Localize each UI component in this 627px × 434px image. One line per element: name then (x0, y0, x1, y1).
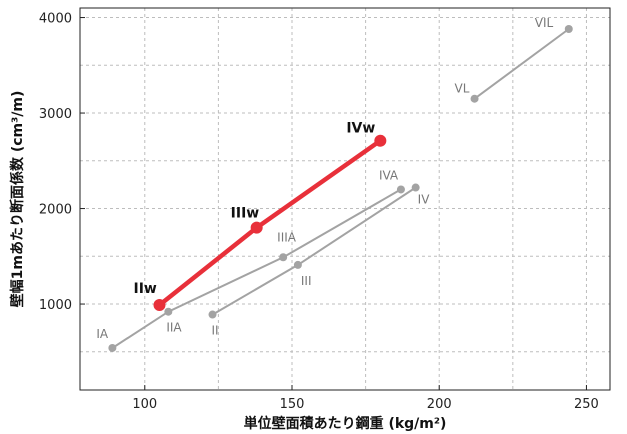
series (108, 25, 573, 352)
y-tick-label: 1000 (39, 298, 72, 313)
x-tick-label: 100 (132, 397, 157, 412)
x-tick-label: 150 (280, 397, 305, 412)
series-line (473, 28, 570, 100)
y-tick-label: 3000 (39, 107, 72, 122)
series-2 (470, 25, 573, 103)
point-label: IIA (166, 321, 182, 335)
point-label: IV (418, 193, 431, 207)
point-label: III (301, 274, 312, 288)
data-point (470, 94, 479, 103)
y-tick-label: 4000 (39, 12, 72, 27)
data-point (564, 25, 573, 34)
point-label: VIL (535, 16, 554, 30)
x-axis-title: 単位壁面積あたり鋼重 (kg/m²) (244, 415, 447, 432)
y-axis-title: 壁幅1mあたり断面係数 (cm³/m) (9, 91, 26, 308)
point-label: IIIw (231, 206, 260, 222)
data-point (411, 183, 420, 192)
data-point (250, 221, 263, 234)
x-tick-label: 200 (427, 397, 452, 412)
y-tick-label: 2000 (39, 203, 72, 218)
point-label: IIw (134, 281, 157, 297)
data-point (396, 185, 405, 194)
plot-frame (79, 7, 611, 391)
point-label: IVA (379, 168, 399, 182)
series-line (111, 188, 402, 349)
point-label: IIIA (277, 230, 297, 244)
series-0 (108, 185, 405, 352)
point-label: II (212, 324, 219, 338)
data-point (279, 253, 288, 262)
series-3 (153, 134, 387, 312)
data-point (208, 310, 217, 319)
data-point (164, 307, 173, 316)
point-label: IA (96, 327, 109, 341)
x-tick-label: 250 (574, 397, 599, 412)
data-point (374, 134, 387, 147)
axis-ticks: 100 150 200 250 1000 2000 3000 4000 (39, 12, 599, 412)
data-point (108, 343, 117, 352)
grid (80, 8, 610, 390)
data-point (153, 299, 166, 312)
data-point (293, 260, 302, 269)
point-label: IVw (346, 121, 375, 137)
series-1 (208, 183, 420, 319)
point-label: VL (455, 82, 470, 96)
